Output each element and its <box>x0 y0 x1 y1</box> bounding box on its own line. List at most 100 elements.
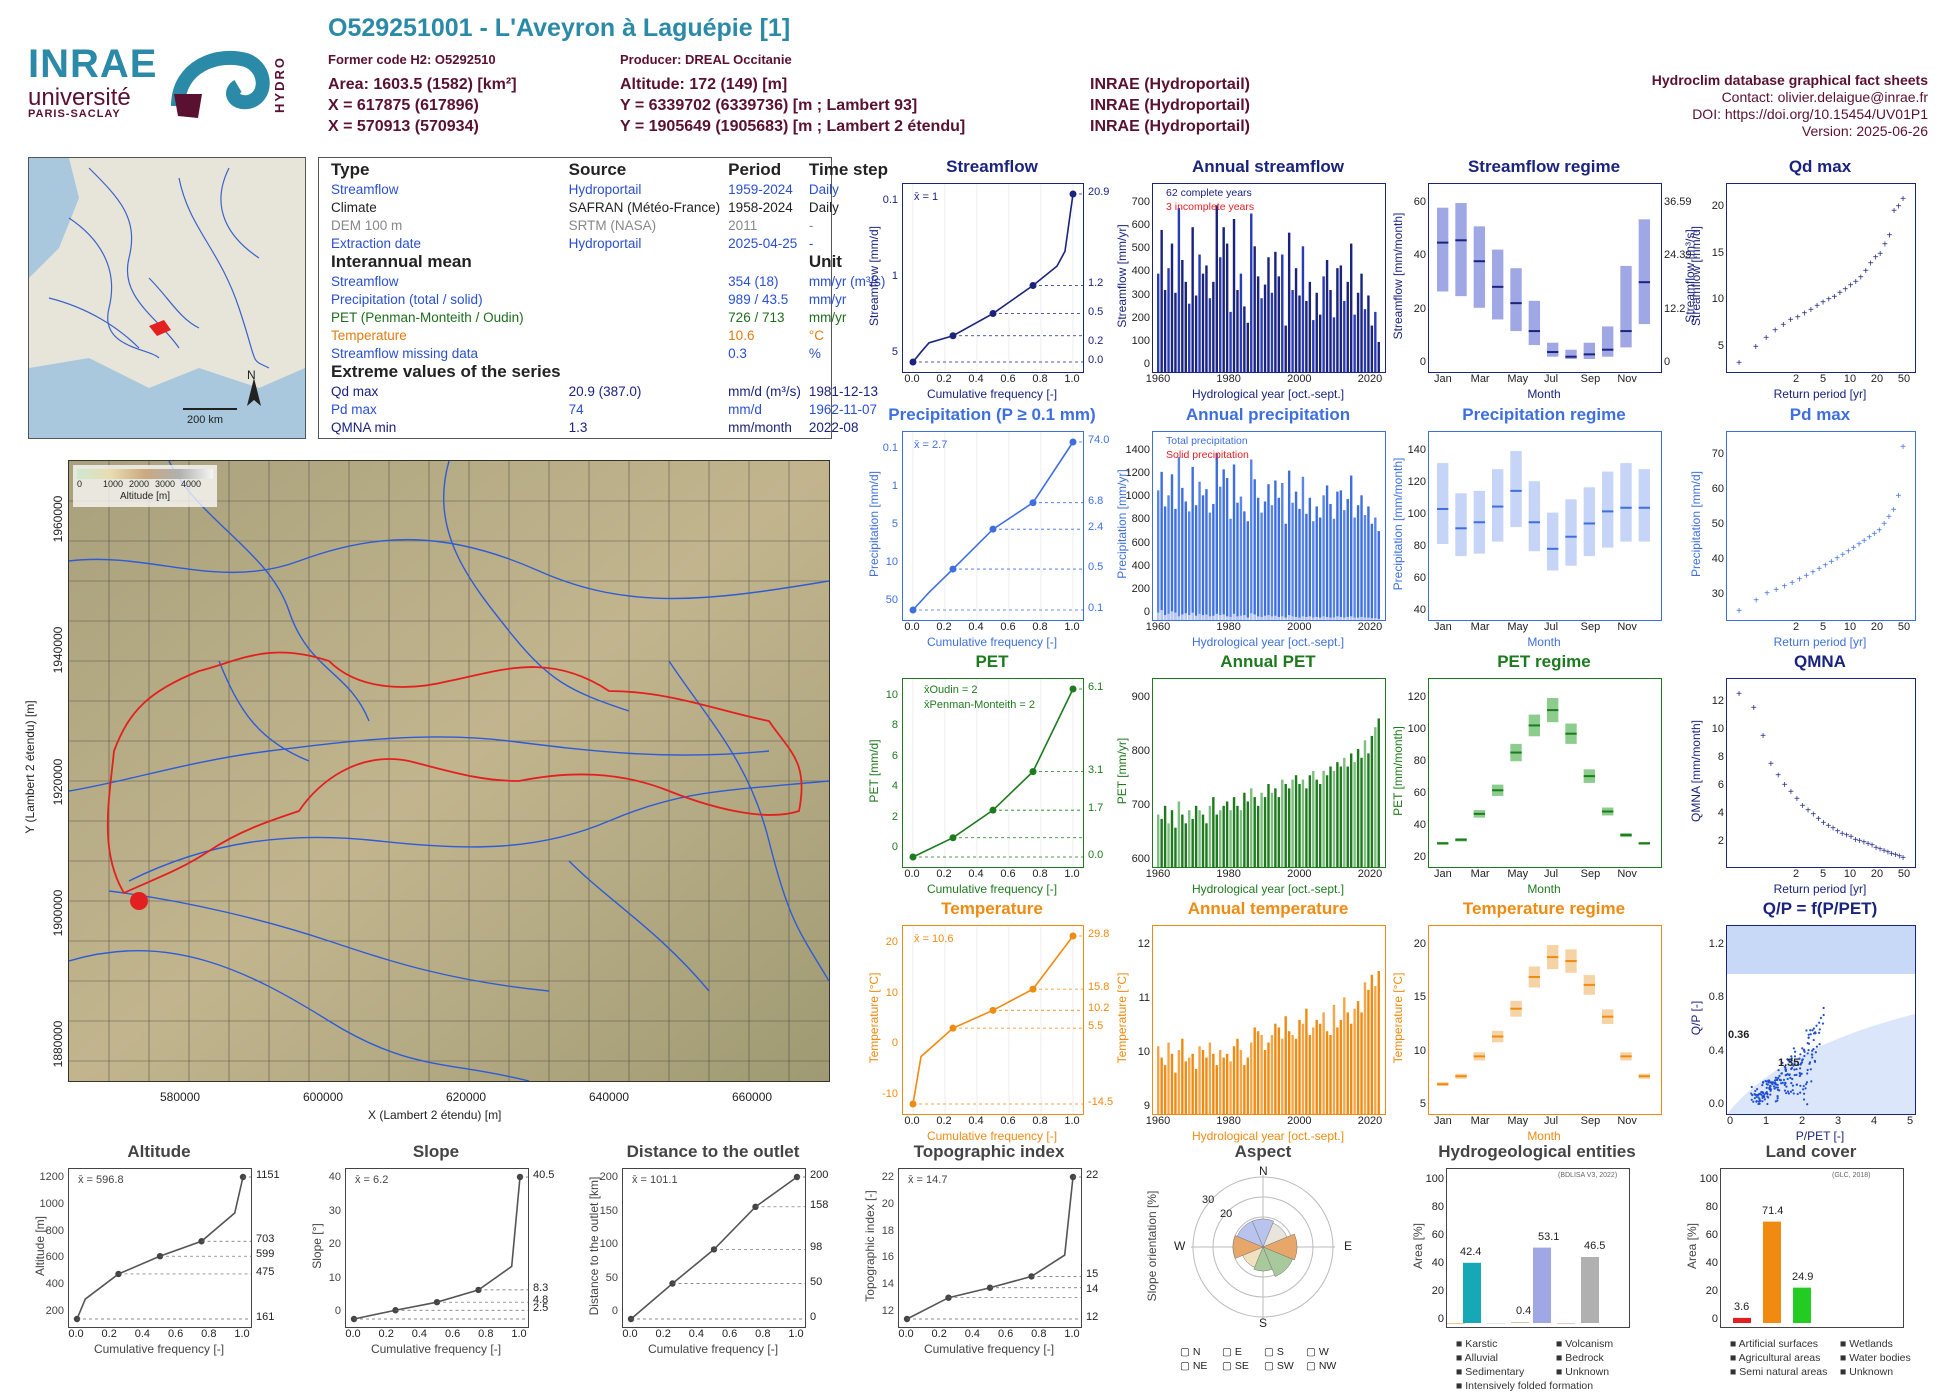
aspect-label: E <box>1344 1239 1353 1253</box>
annual-bar <box>1291 502 1294 620</box>
annual-bar <box>1222 805 1225 867</box>
annual-bar <box>1325 259 1329 372</box>
legend-tick: 0 <box>77 479 83 489</box>
cdf-rtick-streamflow_cdf: 0.5 <box>1088 305 1104 318</box>
info-cell: % <box>808 345 821 361</box>
chart-annual_streamflow <box>1152 183 1386 373</box>
annual-bar <box>1336 1027 1339 1114</box>
annual-bar <box>1170 243 1174 372</box>
contact[interactable]: Contact: olivier.delaigue@inrae.fr <box>1721 89 1928 105</box>
annual-bar <box>1260 512 1263 620</box>
regime-xlabel-streamflow_regime: Month <box>1527 387 1561 401</box>
rp-point: + <box>1796 575 1802 586</box>
cdf-xtick: 0.2 <box>931 1328 947 1340</box>
regime-month: Jul <box>1544 868 1559 880</box>
info-cell: 74 <box>568 401 584 417</box>
solid-bar <box>1312 617 1315 620</box>
rp-point: + <box>1839 829 1845 840</box>
scale-bar <box>183 408 237 410</box>
rp-point: + <box>1861 536 1867 547</box>
rp-point: + <box>1830 824 1836 835</box>
cdf-xtick: 0.2 <box>101 1328 117 1340</box>
rp-point: + <box>1753 596 1759 607</box>
cat-ytick-hydrogeol: 80 <box>1431 1201 1444 1213</box>
annual-bar <box>1177 457 1181 620</box>
regime-box <box>1492 249 1504 320</box>
annual-bar <box>1260 298 1263 372</box>
chart-pet_regime-svg <box>1437 698 1651 845</box>
annual-xlabel-annual_streamflow: Hydrological year [oct.-sept.] <box>1191 387 1345 401</box>
qp-point <box>1815 1045 1818 1048</box>
landcover-legend: ■ Agricultural areas <box>1730 1352 1821 1364</box>
rp-point: + <box>1881 519 1887 530</box>
rp-point: + <box>1803 571 1809 582</box>
cdf-xtick: 0.4 <box>968 1115 984 1127</box>
info-row: Streamflow missing data 0.3% <box>327 344 892 362</box>
annual-bar <box>1349 753 1353 867</box>
cdf-ltick-slope_cdf: 30 <box>328 1204 341 1217</box>
cdf-xtick: 0.4 <box>968 373 984 385</box>
cdf-mean-altitude_cdf: x̄ = 596.8 <box>78 1174 124 1186</box>
rp-ytick-qd_max: 5 <box>1717 340 1724 352</box>
chart-qd_max-svg: +++++ + + + + + + + + + + + + ++++++++++ <box>1736 194 1906 369</box>
qp-point <box>1784 1081 1787 1084</box>
cdf-ltick-altitude_cdf: 800 <box>45 1224 64 1237</box>
annual-bar <box>1346 766 1349 867</box>
cat-bar <box>1447 1323 1465 1324</box>
rp-point: + <box>1851 543 1857 554</box>
chart-title-pet_cdf: PET <box>975 652 1009 671</box>
rp-ytick-pd_max: 70 <box>1711 448 1724 460</box>
regime-box <box>1528 300 1541 346</box>
cdf-xlabel-temp_cdf: Cumulative frequency [-] <box>926 1129 1058 1143</box>
info-cell: Extraction date <box>331 235 422 251</box>
chart-topo_cdf-svg <box>903 1173 1081 1323</box>
regime-box <box>1437 463 1449 544</box>
regime-rtick-streamflow_regime: 36.59 <box>1664 196 1692 208</box>
cdf-rtick-streamflow_cdf: 20.9 <box>1088 186 1110 198</box>
regime-ytick-precip_regime: 120 <box>1407 476 1426 488</box>
rp-point: + <box>1900 442 1906 453</box>
hydrogeol-legend: ■ Bedrock <box>1556 1352 1604 1364</box>
chart-annual_precip <box>1152 431 1386 621</box>
cdf-xtick: 0.6 <box>444 1328 461 1340</box>
annual-bar <box>1225 243 1229 372</box>
qp-point <box>1791 1077 1794 1081</box>
qp-point <box>1757 1096 1760 1099</box>
annual-bar <box>1308 775 1312 867</box>
annual-bar <box>1312 770 1315 867</box>
annual-xlabel-annual_pet: Hydrological year [oct.-sept.] <box>1191 882 1345 896</box>
rp-point: + <box>1820 818 1826 829</box>
hydrogeol-legend: ■ Alluvial <box>1456 1352 1498 1364</box>
cdf-ltick-temp_cdf: -10 <box>882 1088 898 1100</box>
solid-bar <box>1170 611 1174 620</box>
cat-label: 3.6 <box>1734 1300 1750 1313</box>
annual-bar <box>1167 1042 1170 1114</box>
regime-month: Nov <box>1617 621 1637 633</box>
rp-ylabel-qmna: QMNA [mm/month] <box>1689 719 1703 823</box>
aspect-legend: ▢ SW <box>1264 1360 1294 1372</box>
qp-point <box>1754 1089 1757 1093</box>
cdf-rtick-distance_cdf: 200 <box>810 1169 829 1181</box>
cdf-ltick-pet_cdf: 8 <box>891 719 898 732</box>
annual-bar <box>1367 506 1370 620</box>
aspect-ring: 30 <box>1202 1194 1215 1206</box>
cdf-xtick: 0.4 <box>411 1328 428 1340</box>
rp-point: + <box>1815 814 1821 825</box>
map-xtick: 660000 <box>732 1090 773 1104</box>
solid-bar <box>1256 616 1260 620</box>
qp-point <box>1765 1086 1768 1089</box>
qp-point <box>1809 1033 1812 1036</box>
info-cell: 1962-11-07 <box>808 401 877 417</box>
qp-point <box>1808 1061 1812 1064</box>
annual-bar <box>1160 1057 1163 1114</box>
chart-pet_cdf <box>902 678 1084 868</box>
doi-link[interactable]: DOI: https://doi.org/10.15454/UV01P1 <box>1692 106 1928 122</box>
solid-bar <box>1198 613 1201 620</box>
regime-ytick-streamflow_regime: 60 <box>1413 196 1426 208</box>
cdf-xtick: 0.0 <box>898 1328 914 1340</box>
cdf-rtick-slope_cdf: 40.5 <box>533 1169 555 1181</box>
cdf-mean-temp_cdf: x̄ = 10.6 <box>914 933 954 945</box>
chart-precip_cdf-svg <box>909 432 1083 620</box>
cdf-rtick-precip_cdf: 74.0 <box>1088 434 1110 446</box>
regime-ytick-pet_regime: 40 <box>1413 819 1426 831</box>
